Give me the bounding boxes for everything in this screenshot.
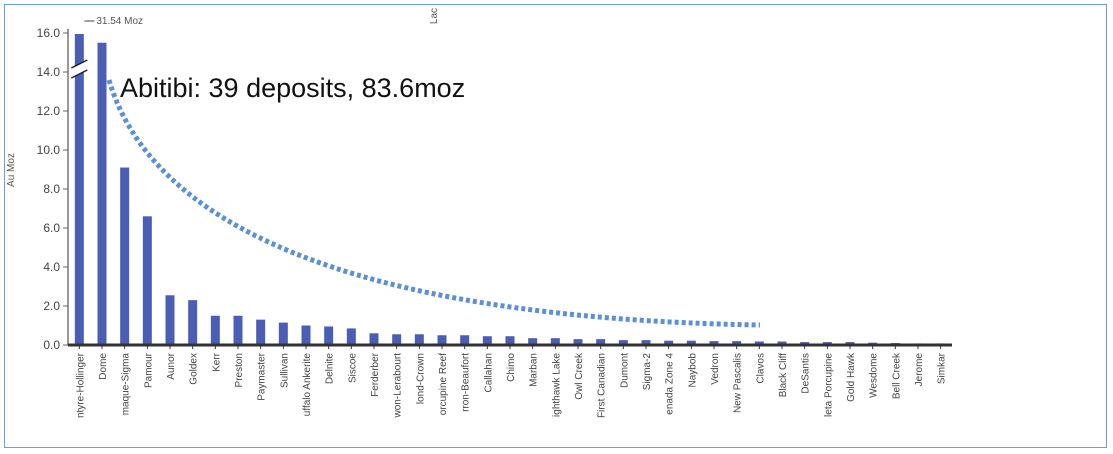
x-tick-label: orcupine Reef — [438, 353, 449, 415]
decay-curve — [106, 79, 761, 328]
bar — [709, 341, 719, 345]
bar — [437, 335, 447, 345]
bar — [188, 300, 198, 345]
y-tick-label: 8.0 — [43, 182, 60, 196]
bar — [482, 336, 492, 345]
bar — [120, 167, 130, 345]
x-tick-label: Preston — [234, 353, 245, 387]
bar — [74, 34, 84, 345]
bar — [256, 319, 266, 345]
bar — [754, 341, 764, 345]
x-tick-label: DeSantis — [801, 353, 812, 394]
x-tick-label: Pamour — [143, 352, 154, 388]
x-tick-label: Naybob — [687, 353, 698, 388]
x-tick-label: won-Lerabourt — [393, 353, 404, 419]
x-tick-label: Clavos — [755, 353, 766, 384]
bar — [618, 340, 628, 345]
bar — [278, 322, 288, 345]
bar — [233, 315, 243, 345]
x-tick-label: Ferderber — [370, 352, 381, 397]
x-tick-label: New Pascalis — [733, 353, 744, 413]
y-tick-label: 2.0 — [43, 299, 60, 313]
y-tick-label: 10.0 — [37, 143, 61, 157]
bar — [664, 340, 674, 345]
x-tick-label: Wesdome — [869, 353, 880, 398]
bar — [301, 325, 311, 345]
bar — [641, 340, 651, 345]
x-tick-label: Vedron — [710, 353, 721, 385]
bar — [573, 339, 583, 345]
y-tick-label: 4.0 — [43, 260, 60, 274]
x-tick-label: ntyre-Hollinger — [75, 352, 86, 418]
x-tick-label: lond-Crown — [415, 353, 426, 404]
bar — [142, 216, 152, 345]
axis-break — [71, 60, 88, 78]
bar — [460, 335, 470, 345]
y-tick-label: 14.0 — [37, 65, 61, 79]
bar — [210, 315, 220, 345]
bar — [505, 336, 515, 345]
x-tick-label: ighthawk Lake — [551, 353, 562, 417]
y-tick-label: 12.0 — [37, 104, 61, 118]
bar — [686, 340, 696, 345]
x-tick-label: Black Cliff — [778, 353, 789, 397]
bar — [346, 328, 356, 345]
x-tick-label: Siscoe — [347, 353, 358, 383]
x-tick-label: Owl Creek — [574, 352, 585, 400]
chart-frame — [4, 4, 1107, 448]
bar — [414, 334, 424, 345]
bar — [732, 341, 742, 345]
x-tick-label: Delnite — [325, 353, 336, 385]
bar — [369, 333, 379, 345]
x-tick-label: Simkar — [937, 352, 948, 384]
axis-break-line — [70, 69, 88, 79]
x-tick-label: Sullivan — [279, 353, 290, 388]
bar — [324, 326, 334, 345]
x-tick-label: Dome — [98, 353, 109, 380]
x-tick-label: Callahan — [483, 353, 494, 392]
bar — [392, 334, 402, 345]
y-tick-label: 0.0 — [43, 338, 60, 352]
x-tick-label: Sigma-2 — [642, 353, 653, 391]
bar — [165, 295, 175, 345]
x-tick-label: Kerr — [211, 352, 222, 372]
annotation-text: Abitibi: 39 deposits, 83.6moz — [120, 73, 465, 103]
x-tick-label: Paymaster — [257, 352, 268, 400]
y-tick-label: 6.0 — [43, 221, 60, 235]
x-tick-label: enada Zone 4 — [665, 353, 676, 415]
x-tick-label: Aunor — [166, 352, 177, 379]
x-tick-label: Gold Hawk — [846, 352, 857, 402]
y-axis-label: Au Moz — [6, 153, 17, 187]
x-tick-label: Dumont — [619, 353, 630, 388]
top-label: Lac — [429, 8, 440, 24]
x-tick-label: maque-Sigma — [121, 353, 132, 416]
bar — [97, 42, 107, 345]
bar — [596, 339, 606, 345]
x-tick-label: Jerome — [914, 353, 925, 387]
x-tick-label: Marban — [529, 353, 540, 387]
bar — [528, 338, 538, 345]
x-tick-label: leta Porcupine — [823, 353, 834, 417]
axis-break-line — [70, 59, 88, 69]
x-tick-label: rron-Beaufort — [461, 353, 472, 412]
x-tick-label: Bell Creek — [891, 352, 902, 399]
y-tick-label: 16.0 — [37, 26, 61, 40]
bar — [777, 341, 787, 345]
x-tick-label: uffalo Ankerite — [302, 353, 313, 417]
x-tick-label: Chimo — [506, 353, 517, 382]
break-value-label: 31.54 Moz — [96, 16, 143, 27]
x-tick-label: Goldex — [189, 353, 200, 385]
x-tick-label: First Canadian — [597, 353, 608, 418]
bar — [550, 338, 560, 345]
